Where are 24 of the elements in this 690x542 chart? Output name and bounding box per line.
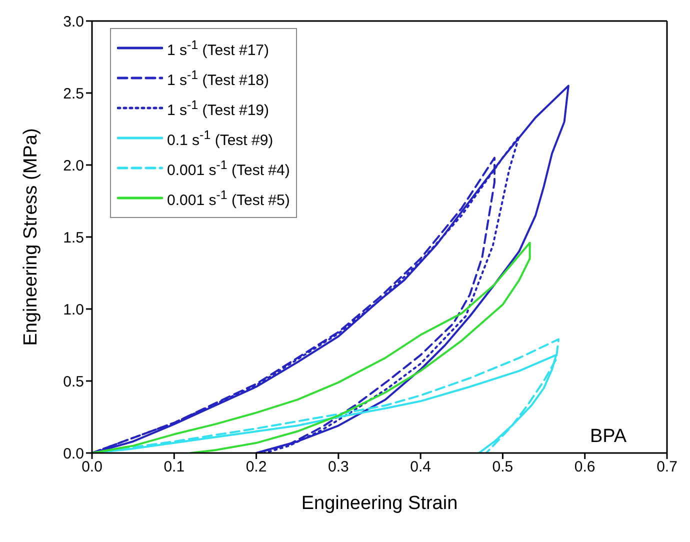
x-tick-label: 0.4 [410, 458, 431, 476]
legend-label: 1 s$^{-1}$ (Test #18) [167, 67, 270, 91]
x-tick-label: 0.6 [574, 458, 596, 476]
x-tick-label: 0.5 [492, 458, 514, 476]
legend-label: 1 s$^{-1}$ (Test #17) [167, 37, 270, 61]
y-tick-label: 2.5 [63, 85, 84, 102]
x-axis-title: Engineering Strain [301, 493, 458, 514]
x-tick-label: 0.1 [164, 458, 185, 476]
legend-label: 1 s$^{-1}$ (Test #19) [167, 97, 270, 121]
legend-label: 0.001 s$^{-1}$ (Test #4) [167, 157, 290, 181]
y-tick-label: 1.5 [63, 229, 84, 246]
y-tick-label: 1.0 [63, 301, 84, 318]
y-tick-label: 3.0 [63, 13, 84, 30]
y-tick-label: 0.0 [63, 445, 84, 462]
y-axis-title: Engineering Stress (MPa) [20, 128, 42, 346]
x-tick-label: 0.3 [328, 458, 349, 476]
x-tick-label: 0.0 [82, 458, 102, 476]
legend-label: 0.001 s$^{-1}$ (Test #5) [167, 187, 290, 211]
x-tick-label: 0.2 [246, 458, 267, 476]
y-tick-label: 0.5 [63, 373, 84, 390]
y-tick-label: 2.0 [63, 157, 84, 174]
x-tick-label: 0.7 [656, 458, 678, 476]
annotation: BPA [590, 426, 627, 448]
legend-label: 0.1 s$^{-1}$ (Test #9) [167, 127, 274, 151]
